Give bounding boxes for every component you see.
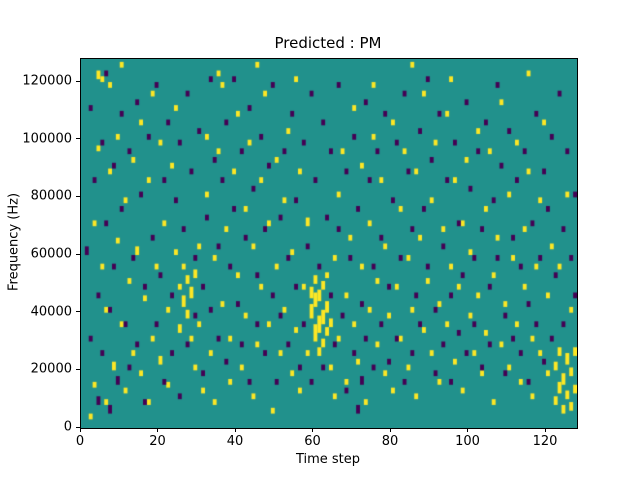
plot-area: [80, 58, 578, 429]
y-tick-label: 80000: [30, 188, 72, 204]
x-tick-mark: [544, 428, 546, 432]
x-tick-label: 100: [455, 434, 480, 449]
x-tick-label: 0: [75, 434, 85, 449]
y-tick-mark: [76, 253, 80, 255]
x-tick-label: 60: [304, 434, 321, 449]
x-tick-mark: [157, 428, 158, 432]
x-tick-mark: [234, 428, 236, 432]
y-tick-label: 40000: [30, 304, 72, 320]
y-tick-label: 60000: [30, 246, 72, 262]
y-tick-mark: [76, 138, 80, 140]
x-tick-mark: [79, 428, 81, 432]
x-axis-label: Time step: [295, 452, 361, 467]
x-tick-label: 80: [381, 434, 399, 449]
x-tick-mark: [312, 428, 313, 432]
y-tick-mark: [76, 368, 80, 370]
heatmap-canvas: [81, 59, 577, 428]
y-tick-label: 100000: [22, 131, 72, 147]
y-tick-label: 0: [63, 419, 72, 435]
x-tick-label: 120: [532, 434, 558, 449]
chart-title: Predicted : PM: [274, 34, 382, 52]
y-tick-mark: [76, 311, 80, 313]
x-tick-mark: [467, 428, 468, 432]
y-tick-mark: [76, 426, 80, 428]
y-tick-label: 120000: [22, 73, 72, 89]
x-tick-label: 20: [149, 434, 166, 449]
x-tick-label: 40: [226, 434, 244, 449]
y-axis-label: Frequency (Hz): [6, 192, 22, 292]
x-tick-mark: [389, 428, 391, 432]
y-tick-mark: [76, 195, 80, 197]
y-tick-label: 20000: [30, 361, 72, 377]
y-tick-mark: [76, 80, 80, 82]
